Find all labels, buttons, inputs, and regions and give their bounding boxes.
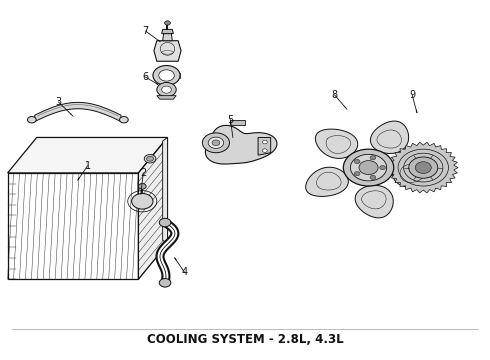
Polygon shape — [162, 30, 173, 33]
Text: COOLING SYSTEM - 2.8L, 4.3L: COOLING SYSTEM - 2.8L, 4.3L — [147, 333, 343, 346]
Circle shape — [343, 149, 394, 186]
Circle shape — [350, 154, 387, 181]
Circle shape — [138, 184, 146, 189]
Polygon shape — [167, 73, 180, 78]
Polygon shape — [258, 138, 270, 155]
Circle shape — [263, 149, 267, 152]
Circle shape — [165, 21, 171, 25]
Text: 3: 3 — [55, 97, 62, 107]
Text: 8: 8 — [332, 90, 338, 100]
Circle shape — [159, 279, 171, 287]
Circle shape — [157, 82, 176, 97]
Text: 9: 9 — [409, 90, 415, 100]
Circle shape — [120, 117, 128, 123]
Polygon shape — [355, 185, 393, 218]
Polygon shape — [35, 102, 121, 122]
Circle shape — [159, 218, 171, 227]
Text: 2: 2 — [140, 168, 147, 178]
Circle shape — [354, 159, 360, 164]
Text: 4: 4 — [181, 267, 188, 277]
Polygon shape — [153, 73, 167, 78]
Polygon shape — [157, 96, 176, 99]
Polygon shape — [316, 129, 358, 158]
Polygon shape — [163, 138, 168, 244]
Circle shape — [208, 137, 223, 148]
Circle shape — [380, 166, 386, 170]
Circle shape — [27, 117, 36, 123]
Text: 1: 1 — [84, 161, 91, 171]
Text: 6: 6 — [143, 72, 149, 82]
Polygon shape — [392, 160, 438, 187]
Polygon shape — [205, 125, 277, 164]
Circle shape — [354, 171, 360, 176]
Circle shape — [370, 156, 376, 160]
Text: 5: 5 — [227, 115, 234, 125]
Circle shape — [144, 154, 156, 163]
Circle shape — [162, 86, 172, 93]
Circle shape — [132, 193, 153, 209]
Text: 7: 7 — [143, 26, 149, 36]
Polygon shape — [389, 142, 458, 193]
Polygon shape — [306, 167, 348, 197]
Circle shape — [370, 175, 376, 180]
Circle shape — [202, 133, 229, 153]
Polygon shape — [154, 41, 181, 61]
Circle shape — [159, 70, 174, 81]
Circle shape — [263, 140, 267, 144]
Circle shape — [147, 156, 153, 161]
Circle shape — [212, 140, 220, 145]
Circle shape — [416, 162, 431, 174]
Circle shape — [153, 66, 180, 85]
Polygon shape — [230, 120, 245, 125]
Circle shape — [409, 157, 438, 178]
Polygon shape — [138, 138, 168, 279]
Polygon shape — [163, 33, 172, 41]
Polygon shape — [370, 121, 409, 153]
Polygon shape — [8, 138, 168, 173]
Circle shape — [359, 161, 378, 175]
